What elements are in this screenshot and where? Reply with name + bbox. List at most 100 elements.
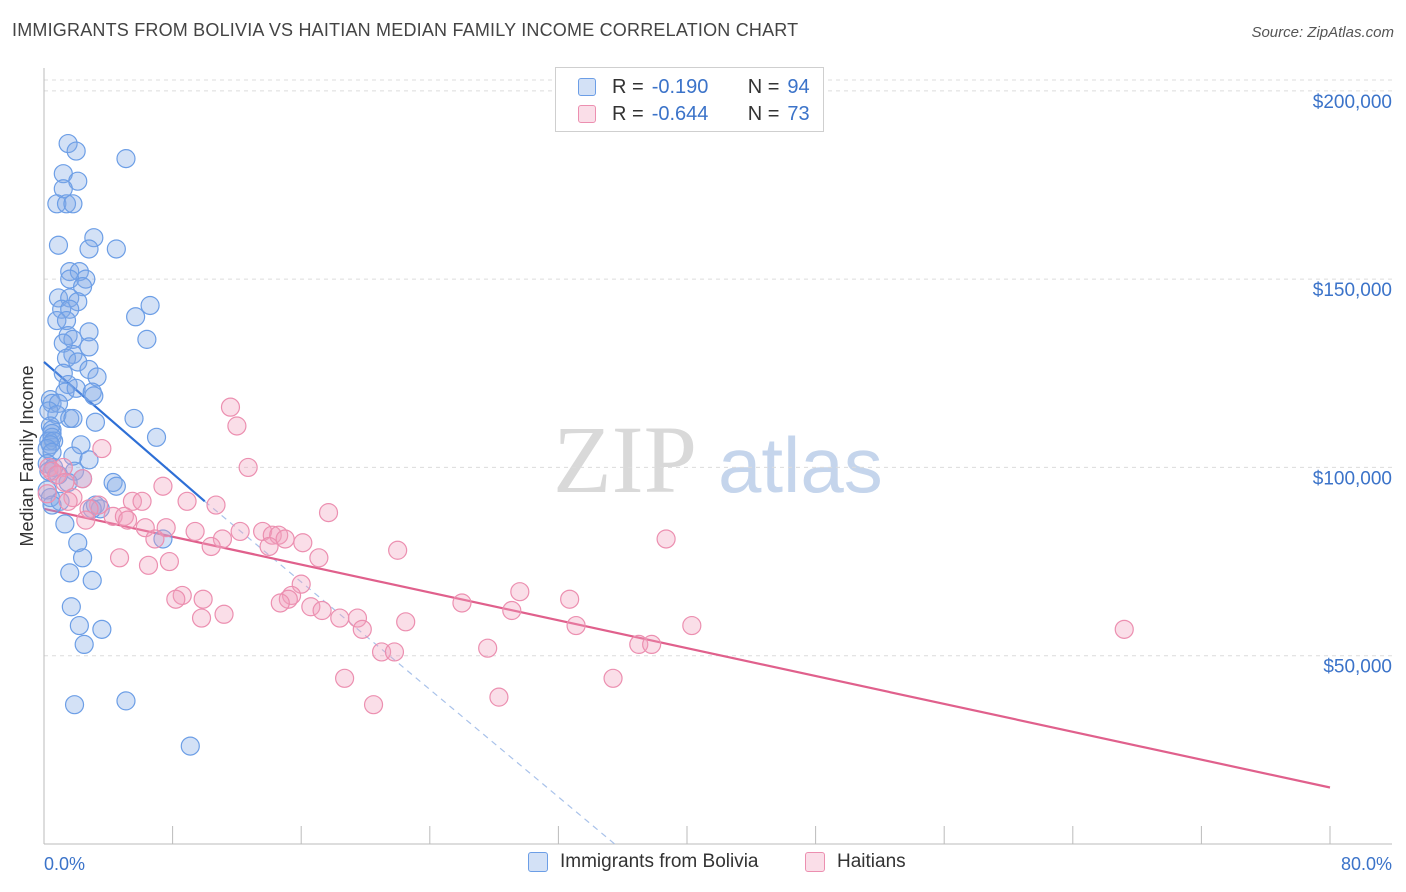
bottom-legend-swatch-bolivia xyxy=(528,852,548,872)
point-haitians xyxy=(566,615,586,636)
y-tick-label: $50,000 xyxy=(1323,657,1392,678)
point-bolivia xyxy=(63,408,83,429)
point-bolivia xyxy=(47,310,67,331)
point-haitians xyxy=(275,529,295,549)
point-haitians xyxy=(166,589,186,609)
point-haitians xyxy=(145,529,165,549)
point-haitians xyxy=(396,612,416,632)
point-haitians xyxy=(352,619,372,639)
point-haitians xyxy=(1114,619,1134,639)
point-bolivia xyxy=(63,329,83,349)
legend-r-value: -0.190 xyxy=(651,75,709,98)
point-haitians xyxy=(452,593,472,613)
point-haitians xyxy=(214,604,234,624)
legend-n-label: N = xyxy=(747,75,780,98)
point-haitians xyxy=(47,465,67,485)
legend-r-value: -0.644 xyxy=(651,102,709,125)
point-haitians xyxy=(58,491,78,511)
point-bolivia xyxy=(72,548,93,568)
point-haitians xyxy=(177,491,197,511)
point-bolivia xyxy=(84,386,104,406)
watermark-atlas: atlas xyxy=(718,421,883,509)
point-bolivia xyxy=(180,736,200,756)
legend-n-value: 73 xyxy=(787,102,810,125)
point-haitians xyxy=(309,548,329,568)
point-bolivia xyxy=(60,299,80,319)
point-haitians xyxy=(510,582,530,602)
point-bolivia xyxy=(116,691,136,711)
point-haitians xyxy=(132,491,152,511)
point-haitians xyxy=(92,438,112,459)
point-haitians xyxy=(153,476,173,496)
point-bolivia xyxy=(61,597,81,617)
point-bolivia xyxy=(40,435,61,455)
watermark-zip: ZIP xyxy=(553,406,697,513)
point-haitians xyxy=(363,695,384,715)
y-tick-label: $200,000 xyxy=(1313,92,1392,113)
point-haitians xyxy=(76,510,96,530)
point-haitians xyxy=(478,638,498,658)
y-tick-label: $100,000 xyxy=(1313,468,1392,489)
point-bolivia xyxy=(60,563,80,583)
point-haitians xyxy=(55,472,75,493)
point-bolivia xyxy=(124,408,144,429)
bottom-legend-item-bolivia[interactable]: Immigrants from Bolivia xyxy=(528,851,759,873)
point-haitians xyxy=(603,668,623,688)
point-haitians xyxy=(388,540,408,560)
trend-line-haitians xyxy=(43,507,1331,789)
bottom-legend: Immigrants from Bolivia Haitians xyxy=(0,851,1406,877)
point-bolivia xyxy=(153,529,173,549)
point-haitians xyxy=(89,495,109,515)
x-tick-label: 80.0% xyxy=(1341,854,1392,874)
point-bolivia xyxy=(140,295,160,316)
legend-row-haitians: R = -0.644 N = 73 xyxy=(578,101,810,127)
point-haitians xyxy=(259,536,279,557)
y-axis-label: Median Family Income xyxy=(17,365,37,546)
data-points xyxy=(37,133,1134,756)
point-bolivia xyxy=(66,141,86,161)
point-haitians xyxy=(191,608,212,628)
point-bolivia xyxy=(64,695,85,715)
point-haitians xyxy=(103,506,123,526)
bottom-legend-item-haitians[interactable]: Haitians xyxy=(805,851,906,873)
grid-lines xyxy=(44,79,1392,657)
point-bolivia xyxy=(79,450,99,470)
legend-r-label: R = xyxy=(612,102,644,125)
point-bolivia xyxy=(79,239,99,259)
legend-swatch-haitians xyxy=(578,105,596,123)
tick-labels: $50,000 $100,000 $150,000 $200,000 0.0% 80.0% xyxy=(44,92,1392,874)
point-haitians xyxy=(330,608,350,628)
point-haitians xyxy=(53,457,73,478)
legend-row-bolivia: R = -0.190 N = 94 xyxy=(578,74,810,100)
point-haitians xyxy=(159,551,179,572)
x-tick-label: 0.0% xyxy=(44,854,85,874)
point-bolivia xyxy=(56,348,77,368)
point-bolivia xyxy=(137,329,157,349)
point-haitians xyxy=(138,555,159,575)
point-bolivia xyxy=(87,367,107,387)
point-bolivia xyxy=(146,427,167,447)
point-haitians xyxy=(79,499,99,519)
point-haitians xyxy=(109,548,130,568)
point-haitians xyxy=(384,642,405,662)
point-bolivia xyxy=(69,261,89,282)
point-bolivia xyxy=(103,472,123,493)
point-haitians xyxy=(682,615,702,636)
legend-r-label: R = xyxy=(612,75,644,98)
point-haitians xyxy=(293,533,313,553)
legend-swatch-bolivia xyxy=(578,78,596,96)
legend-n-value: 94 xyxy=(787,75,810,98)
watermark: ZIP atlas xyxy=(553,406,883,513)
point-haitians xyxy=(489,687,509,707)
point-haitians xyxy=(72,469,93,489)
point-bolivia xyxy=(58,133,78,154)
point-haitians xyxy=(201,536,221,557)
point-bolivia xyxy=(79,359,99,380)
point-haitians xyxy=(560,589,580,609)
point-bolivia xyxy=(53,363,73,383)
point-haitians xyxy=(312,600,332,621)
point-haitians xyxy=(318,503,339,523)
point-bolivia xyxy=(79,337,99,357)
y-tick-label: $150,000 xyxy=(1313,280,1392,301)
point-haitians xyxy=(347,608,368,628)
